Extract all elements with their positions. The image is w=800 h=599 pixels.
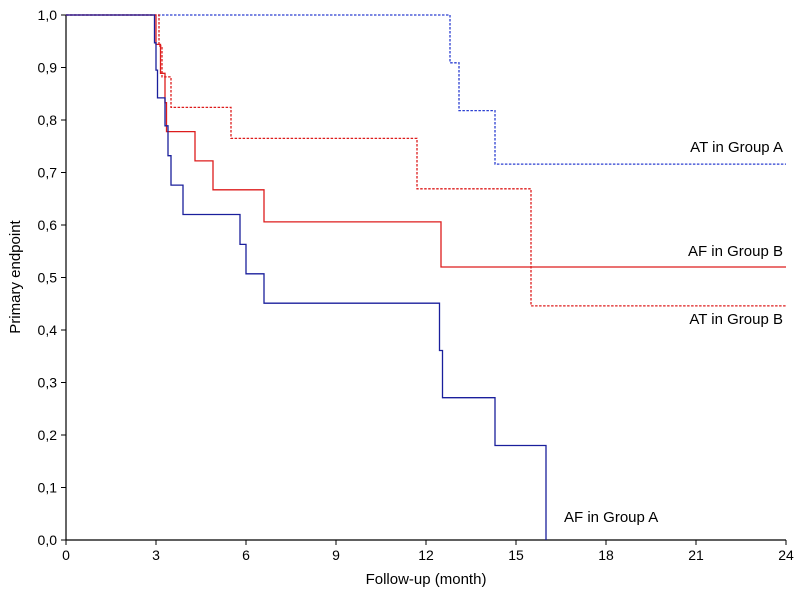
series-line-2 (66, 14, 786, 307)
y-tick-label: 0,0 (38, 532, 58, 548)
series-label-1: AF in Group B (688, 243, 783, 260)
x-tick-label: 18 (598, 547, 614, 563)
series-label-3: AF in Group A (564, 509, 658, 526)
series-labels: AT in Group A AF in Group B AT in Group B A… (564, 139, 783, 526)
series-group (66, 14, 786, 540)
y-axis-title: Primary endpoint (7, 219, 24, 333)
y-tick-label: 0,3 (38, 375, 58, 391)
series-label-0: AT in Group A (690, 139, 783, 156)
y-tick-label: 0,1 (38, 480, 58, 496)
y-tick-label: 0,9 (38, 60, 58, 76)
axes (65, 15, 786, 541)
y-tick-label: 0,5 (38, 270, 58, 286)
series-label-2: AT in Group B (689, 311, 783, 328)
x-tick-label: 3 (152, 547, 160, 563)
y-tick-label: 0,6 (38, 217, 58, 233)
x-tick-label: 0 (62, 547, 70, 563)
y-tick-label: 1,0 (38, 7, 58, 23)
series-line-1 (66, 14, 786, 268)
y-tick-label: 0,8 (38, 112, 58, 128)
y-tick-label: 0,7 (38, 165, 58, 181)
y-tick-label: 0,4 (38, 322, 58, 338)
x-tick-label: 21 (688, 547, 704, 563)
x-tick-label: 6 (242, 547, 250, 563)
x-tick-label: 9 (332, 547, 340, 563)
x-tick-label: 24 (778, 547, 794, 563)
series-line-3 (66, 14, 547, 540)
x-axis-title: Follow-up (month) (366, 571, 487, 588)
x-tick-label: 15 (508, 547, 524, 563)
series-line-0 (66, 14, 786, 165)
ticks: 0 3 6 9 12 15 18 21 24 0,0 0,1 0,2 0,3 0,4 0,5 0,6 0,7 0,… (38, 7, 794, 563)
y-tick-label: 0,2 (38, 427, 58, 443)
x-tick-label: 12 (418, 547, 434, 563)
